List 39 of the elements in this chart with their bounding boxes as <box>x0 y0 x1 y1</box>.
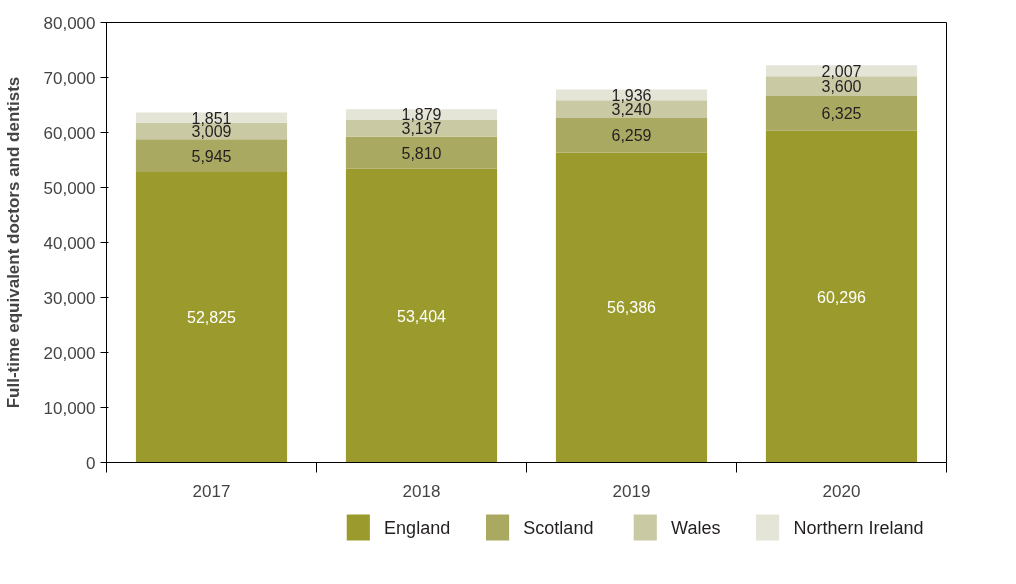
data-label: 6,325 <box>821 105 862 123</box>
y-tick-label: 50,000 <box>43 178 96 198</box>
bar <box>135 171 288 463</box>
data-label: 6,259 <box>611 127 652 145</box>
data-label: 3,600 <box>821 78 862 96</box>
data-label: 5,810 <box>401 144 442 162</box>
x-tick-label: 2020 <box>822 481 861 501</box>
data-label: 53,404 <box>397 307 447 325</box>
bar <box>555 152 708 463</box>
legend-label: England <box>384 517 451 538</box>
bar <box>135 139 288 172</box>
bar <box>345 168 498 463</box>
bar <box>555 117 708 153</box>
y-tick-label: 30,000 <box>43 288 96 308</box>
data-label: 60,296 <box>817 288 867 306</box>
y-tick-label: 70,000 <box>43 68 96 88</box>
x-tick-label: 2017 <box>192 481 231 501</box>
bar <box>765 130 918 463</box>
bar <box>345 136 498 169</box>
x-tick-label: 2018 <box>402 481 441 501</box>
x-tick-label: 2019 <box>612 481 651 501</box>
y-tick-label: 20,000 <box>43 343 96 363</box>
data-label: 52,825 <box>187 309 237 327</box>
bar <box>345 109 498 120</box>
data-label: 1,936 <box>611 86 652 104</box>
legend-label: Scotland <box>523 517 594 538</box>
y-tick-label: 40,000 <box>43 233 96 253</box>
y-tick-label: 0 <box>86 453 96 473</box>
data-label: 2,007 <box>821 62 862 80</box>
data-label: 5,945 <box>191 147 232 165</box>
y-axis-title: Full-time equivalent doctors and dentists <box>3 76 23 409</box>
bar <box>765 96 918 131</box>
y-tick-label: 60,000 <box>43 123 96 143</box>
legend-label: Northern Ireland <box>793 517 924 538</box>
data-label: 56,386 <box>607 299 657 317</box>
data-label: 3,240 <box>611 101 652 119</box>
y-tick-label: 10,000 <box>43 398 96 418</box>
y-tick-label: 80,000 <box>43 13 96 33</box>
legend-label: Wales <box>671 517 721 538</box>
